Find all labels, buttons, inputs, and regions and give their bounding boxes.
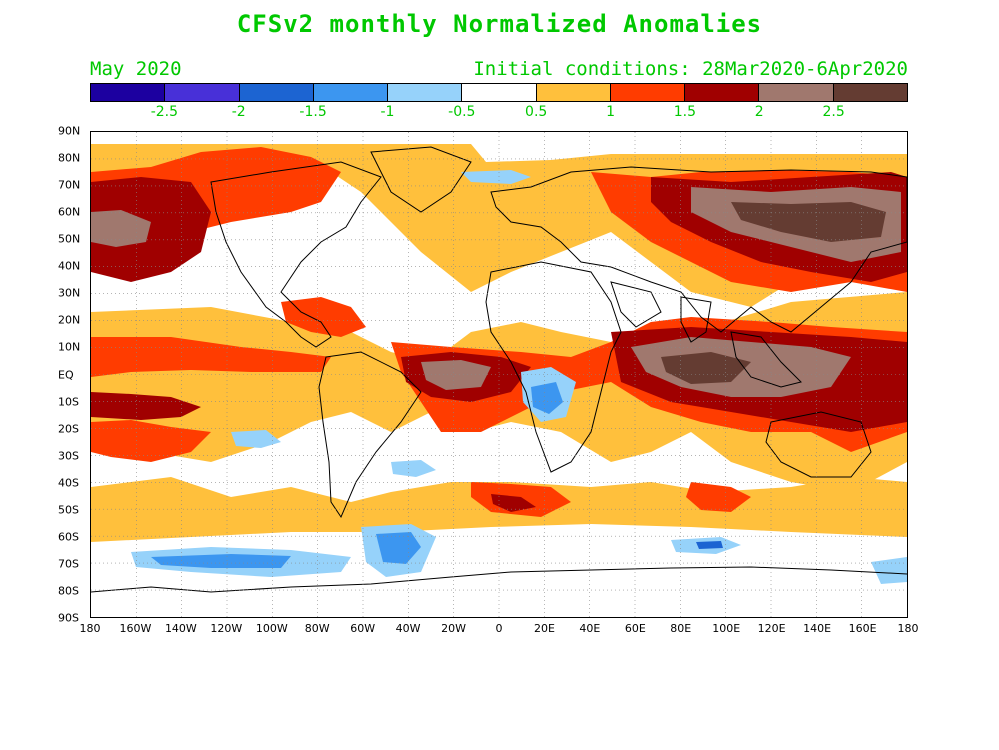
latitude-label: 40S	[58, 476, 79, 490]
longitude-label: 120E	[757, 622, 786, 635]
longitude-label: 180	[897, 622, 919, 635]
anomaly-map	[91, 132, 907, 617]
colorbar-segment	[685, 84, 760, 101]
latitude-label: 90S	[58, 611, 79, 625]
latitude-label: 80N	[58, 151, 81, 165]
latitude-label: 60N	[58, 205, 81, 219]
longitude-label: 160E	[848, 622, 877, 635]
latitude-label: 60S	[58, 530, 79, 544]
longitude-label: 80E	[670, 622, 692, 635]
longitude-label: 80W	[304, 622, 330, 635]
longitude-label: 0	[495, 622, 503, 635]
longitude-label: 60E	[624, 622, 646, 635]
latitude-label: 70S	[58, 557, 79, 571]
colorbar-segment	[759, 84, 834, 101]
colorbar-tick-label: 1.5	[673, 104, 697, 120]
colorbar-tick-label: 1	[606, 104, 615, 120]
map-panel	[90, 131, 908, 618]
map-title: CFSv2 monthly Normalized Anomalies	[236, 10, 763, 38]
colorbar-labels: -2.5 -2 -1.5 -1 -0.5 0.5 1 1.5 2 2.5	[90, 104, 908, 122]
colorbar-segment	[462, 84, 537, 101]
anomaly-fill-darkbrown-positive	[661, 202, 886, 384]
latitude-label: 70N	[58, 178, 81, 192]
latitude-label: 20N	[58, 313, 81, 327]
latitude-label: 40N	[58, 259, 81, 273]
colorbar-segment	[313, 84, 389, 101]
colorbar-segment	[239, 84, 314, 101]
longitude-label: 60W	[350, 622, 376, 635]
latitude-label: 50S	[58, 503, 79, 517]
longitude-label: 100E	[712, 622, 741, 635]
colorbar-segment	[388, 84, 463, 101]
colorbar-segment	[165, 84, 240, 101]
latitude-label: 30N	[58, 286, 81, 300]
latitude-label: 80S	[58, 584, 79, 598]
longitude-label: 180	[79, 622, 101, 635]
colorbar-tick-label: 2.5	[822, 104, 845, 120]
valid-month-label: May 2020	[90, 58, 182, 80]
latitude-label: 90N	[58, 124, 81, 138]
colorbar-tick-label: -2	[231, 104, 246, 120]
colorbar-tick-label: 0.5	[525, 104, 548, 120]
longitude-label: 40E	[579, 622, 601, 635]
longitude-label: 120W	[210, 622, 243, 635]
longitude-label: 140E	[803, 622, 832, 635]
latitude-label: 10S	[58, 395, 79, 409]
longitude-label: 20E	[533, 622, 555, 635]
anomaly-fill-negative	[131, 170, 907, 584]
initial-conditions-label: Initial conditions: 28Mar2020-6Apr2020	[473, 58, 908, 80]
colorbar-tick-label: 2	[754, 104, 764, 120]
colorbar-segment	[610, 84, 686, 101]
latitude-label: 30S	[58, 449, 79, 463]
latitude-label: 20S	[58, 422, 79, 436]
graticule	[91, 132, 907, 617]
longitude-label: 140W	[164, 622, 197, 635]
latitude-label: 50N	[58, 232, 81, 246]
colorbar-segment	[833, 84, 907, 101]
longitude-label: 160W	[119, 622, 152, 635]
longitude-label: 20W	[441, 622, 466, 635]
longitude-label: 100W	[255, 622, 288, 635]
colorbar-segment	[536, 84, 611, 101]
colorbar-tick-label: -1.5	[299, 104, 327, 120]
colorbar-tick-label: -1	[380, 104, 395, 120]
colorbar	[90, 83, 908, 102]
longitude-label: 40W	[395, 622, 421, 635]
colorbar-tick-label: -2.5	[150, 104, 179, 120]
latitude-label: 10N	[58, 340, 81, 354]
latitude-label: EQ	[58, 368, 74, 381]
colorbar-segment	[91, 84, 166, 101]
colorbar-tick-label: -0.5	[448, 104, 476, 120]
